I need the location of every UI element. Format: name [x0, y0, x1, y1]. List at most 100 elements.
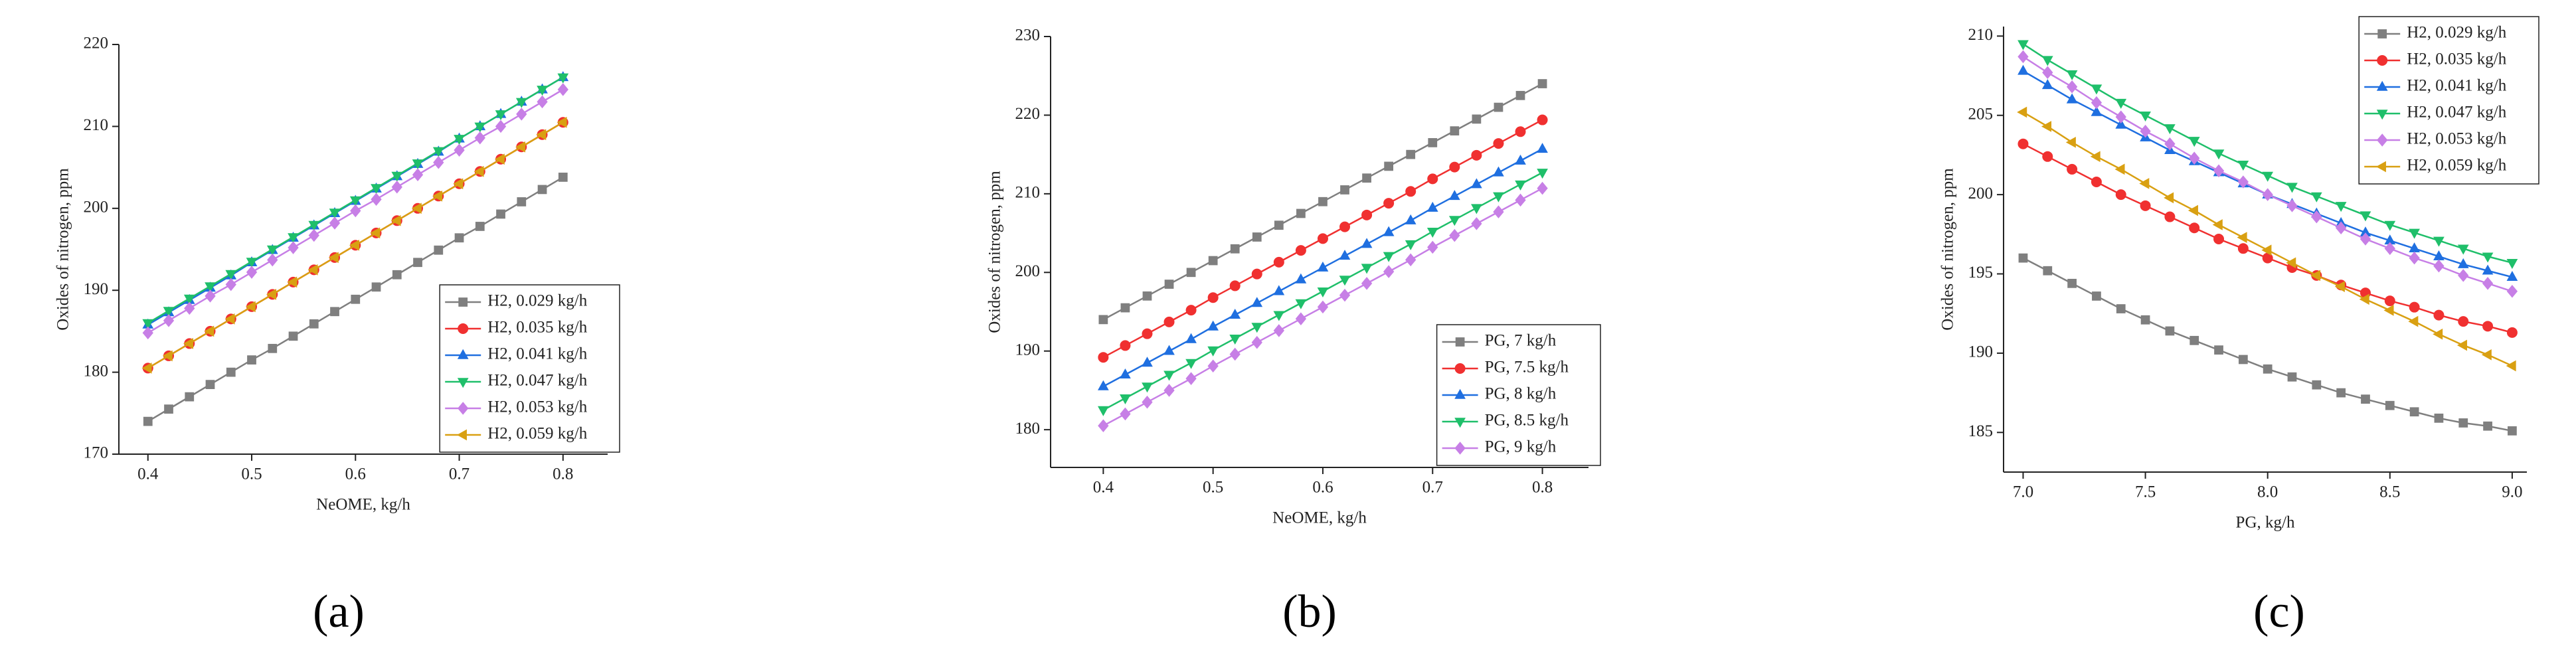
marker [2433, 309, 2445, 321]
marker [351, 294, 361, 304]
marker [349, 196, 361, 206]
marker [164, 404, 173, 414]
marker [1142, 357, 1153, 367]
marker [266, 245, 278, 256]
marker [1097, 380, 1109, 390]
panel-label: (b) [1282, 586, 1337, 637]
marker [267, 253, 278, 267]
marker [1361, 277, 1373, 290]
y-axis-label: Oxides of nitrogen, ppm [1939, 168, 1957, 331]
marker [2114, 163, 2125, 175]
marker [2091, 96, 2103, 110]
marker [2458, 418, 2468, 428]
marker [558, 173, 568, 182]
marker [2238, 355, 2248, 365]
y-tick-label: 210 [1015, 184, 1041, 202]
marker [2091, 84, 2103, 95]
marker [1339, 276, 1351, 286]
marker [473, 165, 484, 177]
legend-label: H2, 0.047 kg/h [487, 372, 588, 390]
marker [1537, 114, 1548, 125]
marker [2139, 178, 2150, 189]
marker [2213, 164, 2225, 178]
marker [2091, 177, 2102, 188]
marker [1295, 273, 1307, 284]
marker [1185, 372, 1197, 385]
marker [1296, 208, 1306, 218]
marker [371, 193, 382, 206]
x-tick-label: 7.0 [2013, 483, 2033, 501]
marker [183, 338, 194, 349]
marker [2458, 316, 2469, 327]
marker [496, 209, 505, 219]
marker [1120, 407, 1131, 421]
marker [411, 203, 422, 214]
marker [2433, 328, 2443, 340]
marker [1230, 244, 1240, 254]
marker [537, 185, 547, 195]
marker [2042, 66, 2053, 80]
marker [2018, 50, 2029, 64]
marker [1493, 138, 1504, 149]
marker [1317, 287, 1329, 297]
y-tick-label: 180 [84, 362, 109, 380]
marker [268, 343, 278, 353]
legend-marker [1454, 442, 1466, 455]
marker [1515, 180, 1526, 191]
marker [454, 135, 465, 145]
marker [1471, 178, 1482, 189]
marker [1186, 268, 1196, 278]
marker [247, 355, 256, 365]
marker [391, 171, 403, 182]
marker [141, 363, 152, 374]
marker [1515, 193, 1526, 207]
marker [2115, 118, 2127, 129]
legend-label: H2, 0.041 kg/h [487, 345, 588, 363]
marker [2383, 305, 2394, 316]
legend-label: H2, 0.035 kg/h [2407, 50, 2507, 68]
marker [1537, 181, 1548, 195]
x-tick-label: 0.4 [1093, 479, 1114, 497]
marker [2213, 149, 2225, 160]
marker [2164, 192, 2174, 204]
marker [2334, 281, 2345, 292]
marker [1164, 280, 1174, 289]
marker [1185, 333, 1197, 343]
marker [1142, 328, 1153, 339]
marker [2066, 70, 2078, 80]
marker [432, 147, 444, 157]
legend-label: H2, 0.047 kg/h [2407, 104, 2507, 122]
marker [2312, 380, 2322, 390]
marker [2310, 270, 2321, 282]
marker [454, 233, 464, 243]
y-tick-label: 170 [84, 444, 109, 462]
marker [2360, 211, 2371, 222]
marker [1273, 311, 1285, 321]
marker [2360, 232, 2371, 246]
marker [2018, 253, 2028, 263]
marker [2433, 236, 2445, 247]
marker [1362, 173, 1371, 183]
marker [557, 83, 568, 96]
marker [1208, 256, 1218, 266]
y-axis-label: Oxides of nitrogen, ppm [986, 171, 1004, 333]
marker [2164, 124, 2176, 135]
marker [2482, 264, 2494, 275]
marker [1295, 245, 1306, 256]
marker [204, 325, 215, 337]
marker [1295, 299, 1307, 309]
marker [2065, 136, 2076, 148]
marker [370, 227, 381, 239]
marker [1317, 300, 1329, 314]
marker [2261, 244, 2272, 256]
marker [2067, 163, 2078, 175]
marker [245, 301, 256, 313]
marker [2384, 242, 2395, 256]
marker [1449, 228, 1460, 242]
legend-box [439, 284, 620, 453]
marker [1361, 238, 1373, 248]
y-tick-label: 210 [84, 116, 109, 134]
marker [516, 108, 527, 121]
marker [288, 233, 299, 244]
marker [1098, 419, 1109, 433]
